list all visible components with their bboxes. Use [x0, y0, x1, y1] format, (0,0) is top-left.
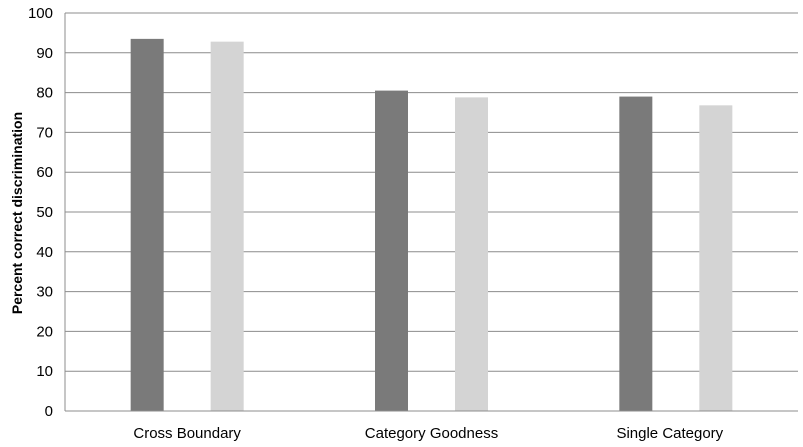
- y-axis-label: Percent correct discrimination: [9, 112, 25, 314]
- bars: [130, 38, 733, 412]
- bar-series1-single-category: [619, 96, 653, 411]
- y-tick-label: 30: [36, 284, 53, 301]
- y-tick-label: 60: [36, 164, 53, 181]
- y-tick-label: 20: [36, 323, 53, 340]
- y-tick-label: 10: [36, 363, 53, 380]
- y-tick-label: 0: [45, 403, 53, 420]
- x-tick-label: Category Goodness: [365, 425, 498, 442]
- x-tick-label: Cross Boundary: [133, 425, 241, 442]
- bar-series1-category-goodness: [375, 90, 408, 412]
- bar-series2-cross-boundary: [210, 41, 244, 411]
- y-tick-labels: 0 10 20 30 40 50 60 70 80 90 100: [28, 5, 53, 420]
- x-tick-label: Single Category: [616, 425, 723, 442]
- bar-series1-cross-boundary: [130, 38, 164, 412]
- y-tick-label: 70: [36, 124, 53, 141]
- bar-series2-category-goodness: [455, 97, 488, 411]
- y-tick-label: 50: [36, 204, 53, 221]
- y-tick-label: 40: [36, 244, 53, 261]
- y-tick-label: 80: [36, 85, 53, 102]
- y-tick-label: 100: [28, 5, 53, 22]
- y-tick-label: 90: [36, 45, 53, 62]
- x-tick-labels: Cross Boundary Category Goodness Single Ca…: [133, 425, 723, 442]
- axes: [64, 13, 798, 412]
- gridlines: [65, 12, 798, 412]
- bar-series2-single-category: [699, 105, 733, 411]
